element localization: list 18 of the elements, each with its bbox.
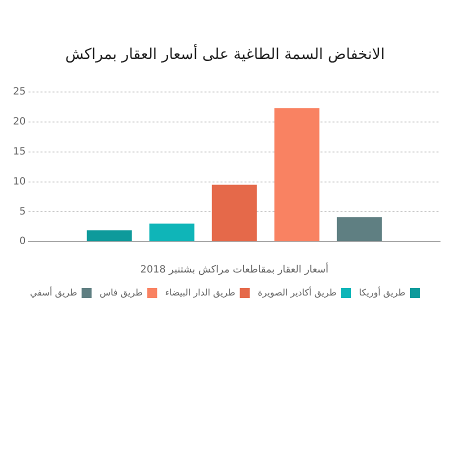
legend-label: طريق أسفي	[30, 286, 78, 298]
y-tick-label: 10	[12, 176, 26, 188]
y-tick-label: 20	[12, 116, 26, 128]
legend-label: طريق فاس	[100, 288, 143, 298]
legend-label: طريق أكادير الصويرة	[258, 286, 337, 298]
bar	[212, 184, 257, 242]
legend-label: طريق أوريكا	[359, 286, 406, 298]
y-tick-label: 0	[19, 236, 26, 248]
bar	[149, 224, 194, 242]
y-tick-label: 5	[19, 206, 26, 218]
bar	[86, 230, 132, 242]
x-axis-title: أسعار العقار بمقاطعات مراكش بشتنبر 2018	[140, 262, 329, 276]
bar	[274, 108, 320, 242]
chart-title: الانخفاض السمة الطاغية على أسعار العقار بمراكش	[65, 44, 385, 63]
bar	[336, 217, 382, 242]
y-tick-label: 15	[12, 146, 26, 158]
legend-label: طريق الدار البيضاء	[165, 288, 236, 298]
y-tick-label: 25	[12, 86, 26, 98]
